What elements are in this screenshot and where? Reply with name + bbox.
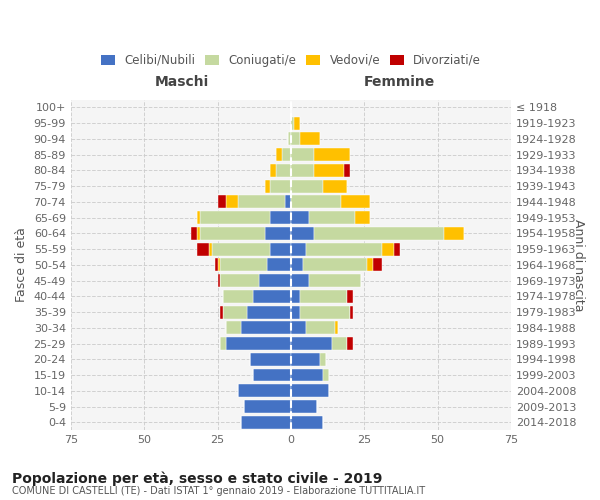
Bar xyxy=(308,274,361,287)
Bar xyxy=(314,227,443,240)
Bar xyxy=(291,148,314,161)
Bar xyxy=(291,306,300,318)
Bar xyxy=(259,274,291,287)
Bar xyxy=(382,242,394,256)
Bar xyxy=(226,337,291,350)
Bar xyxy=(300,306,350,318)
Bar xyxy=(367,258,373,272)
Bar xyxy=(226,322,241,334)
Bar xyxy=(241,322,291,334)
Bar xyxy=(197,211,200,224)
Bar xyxy=(443,227,464,240)
Bar xyxy=(291,116,294,130)
Bar xyxy=(223,306,247,318)
Bar xyxy=(291,227,314,240)
Bar xyxy=(288,132,291,145)
Bar xyxy=(291,242,305,256)
Text: COMUNE DI CASTELLI (TE) - Dati ISTAT 1° gennaio 2019 - Elaborazione TUTTITALIA.I: COMUNE DI CASTELLI (TE) - Dati ISTAT 1° … xyxy=(12,486,425,496)
Bar xyxy=(197,227,200,240)
Bar xyxy=(332,337,347,350)
Bar xyxy=(291,337,332,350)
Bar xyxy=(291,400,317,413)
Bar xyxy=(226,196,238,208)
Bar xyxy=(220,337,226,350)
Bar xyxy=(253,368,291,382)
Bar xyxy=(300,132,320,145)
Bar xyxy=(265,227,291,240)
Bar xyxy=(271,211,291,224)
Bar xyxy=(238,196,285,208)
Bar xyxy=(373,258,382,272)
Text: Femmine: Femmine xyxy=(364,74,435,88)
Bar xyxy=(282,148,291,161)
Bar xyxy=(347,337,353,350)
Bar xyxy=(291,416,323,428)
Bar xyxy=(200,211,271,224)
Bar xyxy=(305,322,335,334)
Bar xyxy=(291,353,320,366)
Bar xyxy=(320,353,326,366)
Bar xyxy=(253,290,291,303)
Bar xyxy=(247,306,291,318)
Bar xyxy=(323,368,329,382)
Bar xyxy=(291,258,302,272)
Bar xyxy=(241,416,291,428)
Bar xyxy=(347,290,353,303)
Bar xyxy=(265,180,271,192)
Bar xyxy=(291,211,308,224)
Bar xyxy=(223,290,253,303)
Bar xyxy=(276,148,282,161)
Bar xyxy=(220,274,259,287)
Bar xyxy=(276,164,291,177)
Bar xyxy=(200,227,265,240)
Bar xyxy=(355,211,370,224)
Bar xyxy=(323,180,347,192)
Bar xyxy=(335,322,338,334)
Bar xyxy=(291,368,323,382)
Bar xyxy=(344,164,350,177)
Bar xyxy=(271,180,291,192)
Bar xyxy=(394,242,400,256)
Bar xyxy=(268,258,291,272)
Bar xyxy=(197,242,209,256)
Bar xyxy=(341,196,370,208)
Bar xyxy=(212,242,271,256)
Bar xyxy=(300,290,347,303)
Bar xyxy=(314,148,350,161)
Bar xyxy=(291,180,323,192)
Bar xyxy=(220,306,223,318)
Bar xyxy=(314,164,344,177)
Text: Maschi: Maschi xyxy=(155,74,209,88)
Legend: Celibi/Nubili, Coniugati/e, Vedovi/e, Divorziati/e: Celibi/Nubili, Coniugati/e, Vedovi/e, Di… xyxy=(96,49,486,72)
Bar xyxy=(218,274,220,287)
Bar xyxy=(238,384,291,397)
Bar xyxy=(209,242,212,256)
Bar xyxy=(218,196,226,208)
Bar xyxy=(271,164,276,177)
Bar xyxy=(291,384,329,397)
Bar xyxy=(215,258,218,272)
Bar xyxy=(291,132,300,145)
Text: Popolazione per età, sesso e stato civile - 2019: Popolazione per età, sesso e stato civil… xyxy=(12,471,382,486)
Bar xyxy=(302,258,367,272)
Bar xyxy=(350,306,353,318)
Bar xyxy=(308,211,355,224)
Y-axis label: Anni di nascita: Anni di nascita xyxy=(572,218,585,311)
Bar xyxy=(291,290,300,303)
Bar xyxy=(291,196,341,208)
Bar xyxy=(291,274,308,287)
Bar xyxy=(305,242,382,256)
Bar xyxy=(250,353,291,366)
Y-axis label: Fasce di età: Fasce di età xyxy=(15,228,28,302)
Bar xyxy=(271,242,291,256)
Bar xyxy=(291,322,305,334)
Bar xyxy=(244,400,291,413)
Bar xyxy=(191,227,197,240)
Bar xyxy=(285,196,291,208)
Bar xyxy=(218,258,220,272)
Bar xyxy=(291,164,314,177)
Bar xyxy=(220,258,268,272)
Bar xyxy=(294,116,300,130)
